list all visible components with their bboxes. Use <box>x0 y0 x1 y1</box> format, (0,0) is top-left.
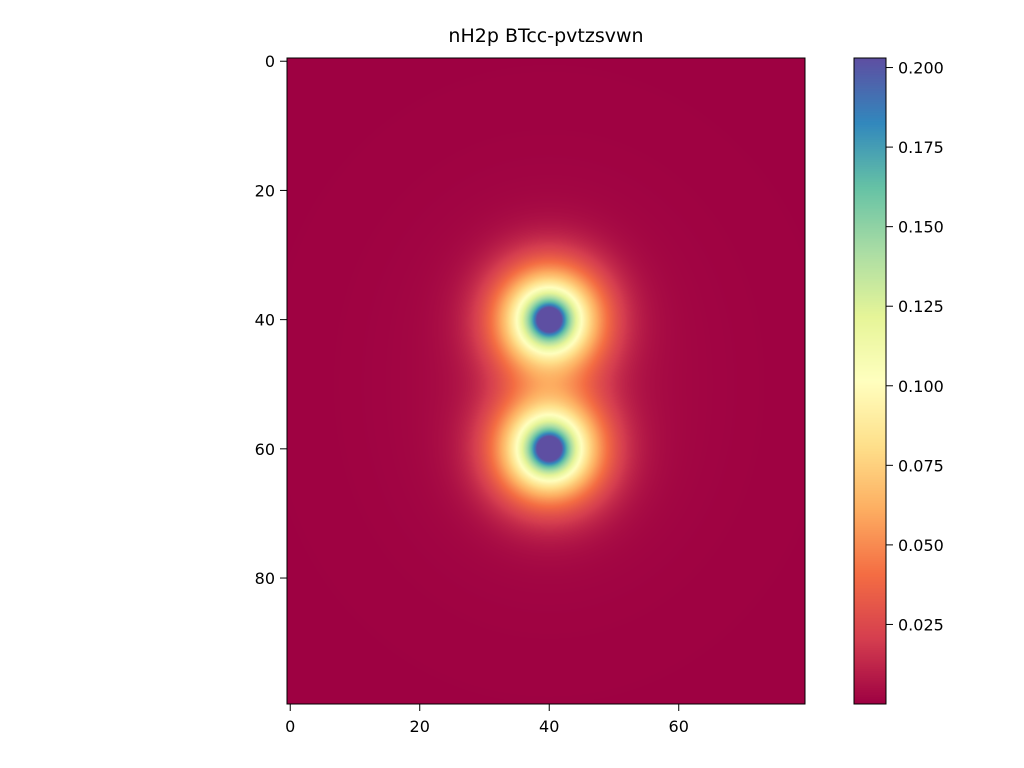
y-axis: 0 20 40 60 80 <box>255 52 287 588</box>
colorbar-tick-label: 0.125 <box>898 297 944 316</box>
y-tick-label: 40 <box>255 311 275 330</box>
colorbar-ticks: 0.025 0.050 0.075 0.100 0.125 0.150 0.175 0.200 <box>886 59 944 634</box>
colorbar-tick-label: 0.050 <box>898 536 944 555</box>
colorbar-tick-label: 0.025 <box>898 615 944 634</box>
chart-title: nH2p BTcc-pvtzsvwn <box>448 25 643 47</box>
colorbar-gradient <box>854 58 886 704</box>
heatmap-area <box>286 57 806 705</box>
x-tick-label: 60 <box>669 717 689 736</box>
y-tick-label: 80 <box>255 569 275 588</box>
colorbar: 0.025 0.050 0.075 0.100 0.125 0.150 0.175 0.200 <box>853 57 944 705</box>
colorbar-frame <box>853 57 887 705</box>
colorbar-tick-label: 0.100 <box>898 377 944 396</box>
x-axis: 0 20 40 60 <box>285 704 689 736</box>
y-tick-label: 0 <box>265 52 275 71</box>
colorbar-tick-label: 0.200 <box>898 59 944 78</box>
colorbar-tick-label: 0.150 <box>898 218 944 237</box>
colorbar-tick-label: 0.175 <box>898 138 944 157</box>
plot-frame <box>286 57 806 705</box>
x-tick-label: 40 <box>539 717 559 736</box>
x-tick-label: 0 <box>285 717 295 736</box>
heatmap-image <box>287 58 805 704</box>
colorbar-tick-label: 0.075 <box>898 456 944 475</box>
y-tick-label: 60 <box>255 440 275 459</box>
x-tick-label: 20 <box>410 717 430 736</box>
y-tick-label: 20 <box>255 181 275 200</box>
